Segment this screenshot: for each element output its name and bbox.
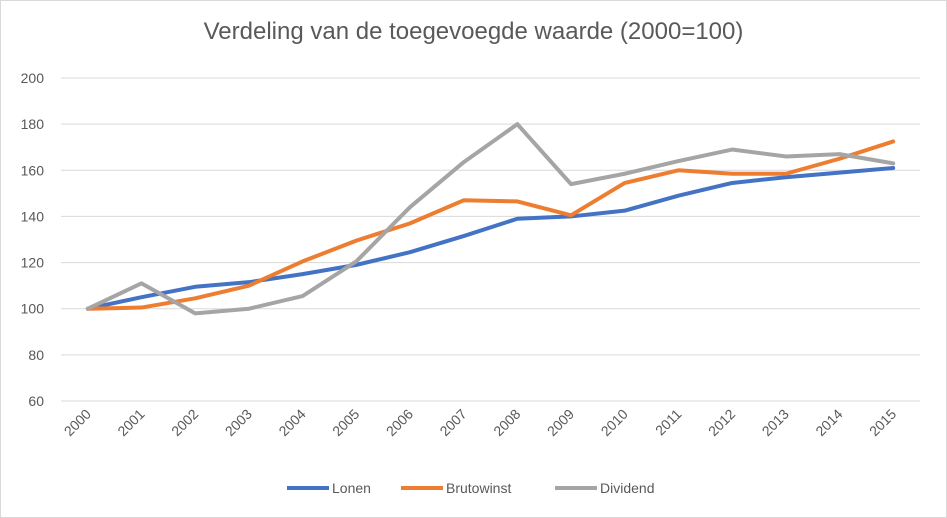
x-tick-label: 2010 bbox=[597, 406, 630, 439]
series-line-brutowinst bbox=[85, 139, 896, 311]
x-tick-label: 2011 bbox=[652, 406, 685, 439]
gridlines bbox=[61, 77, 920, 402]
y-tick-label: 160 bbox=[21, 162, 45, 178]
x-tick-label: 2008 bbox=[490, 406, 523, 439]
x-tick-label: 2014 bbox=[812, 406, 845, 439]
x-tick-label: 2000 bbox=[61, 406, 94, 439]
x-tick-label: 2005 bbox=[329, 406, 362, 439]
y-tick-label: 60 bbox=[28, 393, 44, 409]
y-tick-label: 80 bbox=[28, 347, 44, 363]
legend-label: Lonen bbox=[332, 480, 371, 496]
x-tick-label: 2003 bbox=[222, 406, 255, 439]
x-tick-label: 2001 bbox=[114, 406, 147, 439]
y-tick-label: 200 bbox=[21, 70, 45, 86]
x-tick-label: 2004 bbox=[275, 406, 308, 439]
x-tick-label: 2015 bbox=[866, 406, 899, 439]
y-axis-labels: 60 80 100 120 140 160 180 200 bbox=[21, 70, 45, 409]
legend: Lonen Brutowinst Dividend bbox=[287, 480, 654, 496]
x-tick-label: 2012 bbox=[705, 406, 738, 439]
legend-label: Brutowinst bbox=[446, 480, 511, 496]
x-tick-label: 2007 bbox=[436, 406, 469, 439]
y-tick-label: 140 bbox=[21, 208, 45, 224]
series-line-lonen bbox=[85, 165, 896, 311]
y-tick-label: 180 bbox=[21, 116, 45, 132]
y-tick-label: 100 bbox=[21, 301, 45, 317]
y-tick-label: 120 bbox=[21, 255, 45, 271]
chart-title: Verdeling van de toegevoegde waarde (200… bbox=[203, 18, 744, 45]
x-axis-labels: 2000 2001 2002 2003 2004 2005 2006 2007 2008 2009… bbox=[61, 406, 900, 439]
series-lines bbox=[85, 122, 896, 316]
legend-label: Dividend bbox=[600, 480, 654, 496]
x-tick-label: 2013 bbox=[759, 406, 792, 439]
x-tick-label: 2009 bbox=[544, 406, 577, 439]
series-line-dividend bbox=[85, 122, 896, 316]
x-tick-label: 2006 bbox=[383, 406, 416, 439]
x-tick-label: 2002 bbox=[168, 406, 201, 439]
